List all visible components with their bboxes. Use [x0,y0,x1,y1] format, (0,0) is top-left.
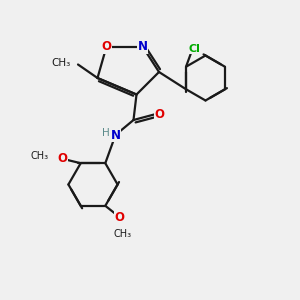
Text: Cl: Cl [188,44,200,54]
Text: O: O [101,40,112,53]
Text: CH₃: CH₃ [51,58,70,68]
Text: N: N [110,128,121,142]
Text: CH₃: CH₃ [31,151,49,161]
Text: O: O [154,107,165,121]
Text: O: O [57,152,67,165]
Text: H: H [102,128,110,138]
Text: O: O [115,211,125,224]
Text: CH₃: CH₃ [114,229,132,238]
Text: N: N [137,40,148,53]
